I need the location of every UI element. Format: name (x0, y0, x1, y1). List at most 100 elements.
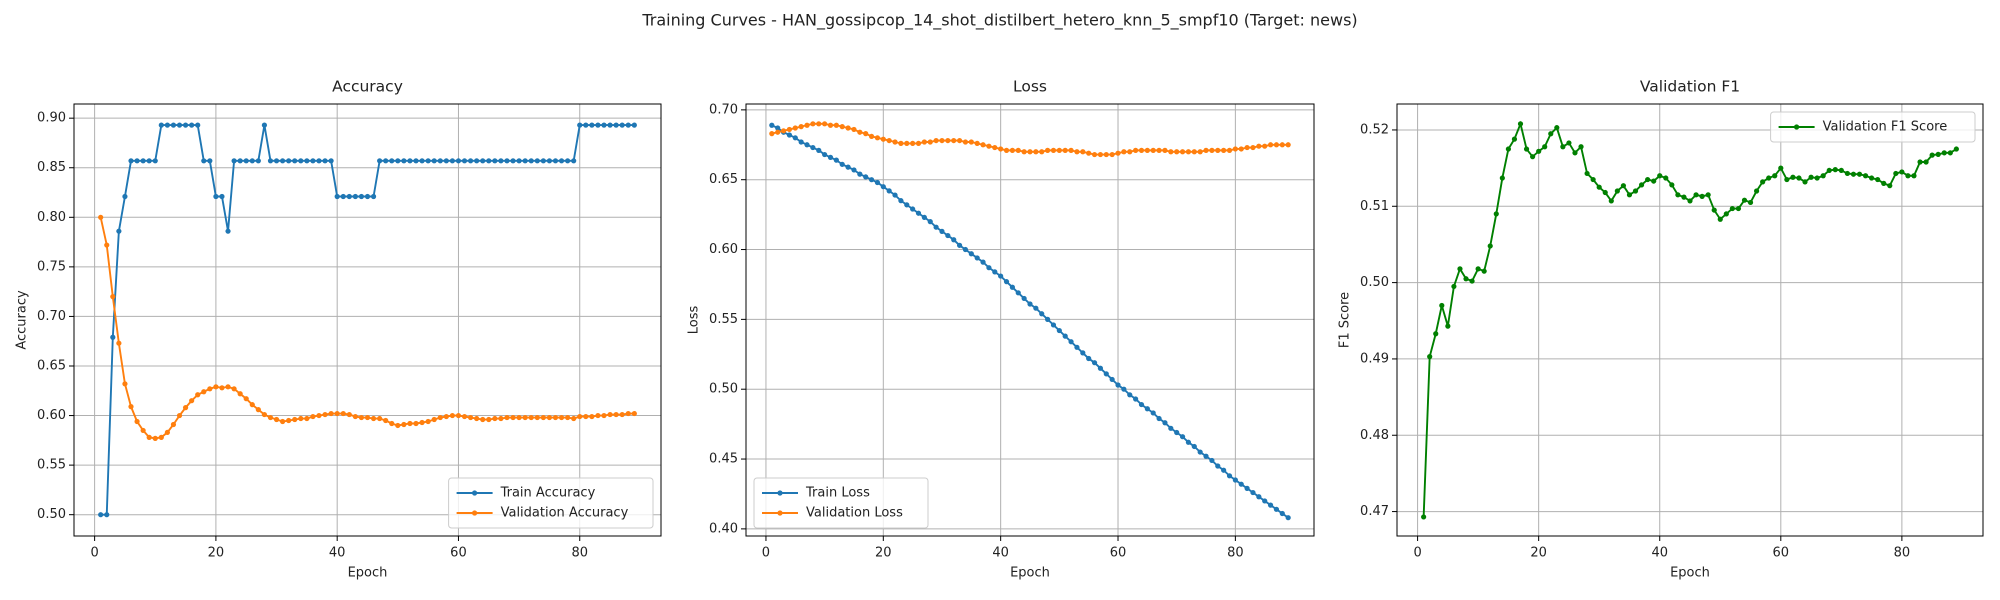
point (1632, 188, 1639, 194)
point (933, 224, 939, 230)
point (956, 242, 963, 248)
point (474, 158, 480, 164)
legend-box (448, 477, 654, 529)
point (1285, 515, 1291, 521)
point (267, 414, 274, 421)
point (1899, 169, 1905, 175)
x-axis-label: Epoch (348, 566, 388, 581)
point (1273, 506, 1280, 512)
point (170, 122, 177, 128)
point (231, 386, 237, 392)
point (431, 158, 437, 164)
point (110, 294, 116, 300)
point (346, 193, 352, 200)
point (152, 158, 158, 164)
point (1923, 159, 1929, 165)
point (273, 416, 280, 423)
point (1121, 386, 1127, 392)
point (1887, 183, 1893, 189)
figure-title: Training Curves - HAN_gossipcop_14_shot_… (641, 11, 1357, 31)
point (1138, 147, 1145, 153)
point (1542, 144, 1548, 150)
point (775, 125, 781, 131)
point (461, 413, 468, 420)
point (1232, 477, 1238, 483)
point (839, 124, 845, 130)
point (213, 384, 219, 390)
point (892, 192, 898, 198)
point (1772, 173, 1778, 179)
point (1256, 494, 1262, 500)
y-tick-label: 0.50 (37, 507, 66, 522)
point (1729, 205, 1735, 212)
point (1273, 142, 1280, 148)
x-tick-label: 40 (329, 546, 346, 561)
point (552, 158, 559, 164)
point (1802, 179, 1808, 185)
point (1596, 184, 1602, 190)
legend-marker (472, 490, 478, 496)
point (249, 402, 255, 408)
point (816, 147, 822, 153)
point (1033, 305, 1039, 311)
point (304, 158, 310, 164)
y-tick-label: 0.40 (709, 521, 738, 536)
point (1935, 151, 1941, 157)
point (583, 122, 589, 128)
point (407, 420, 413, 427)
point (1203, 453, 1209, 459)
point (1150, 147, 1156, 153)
y-tick-label: 0.65 (709, 172, 738, 187)
point (437, 414, 443, 421)
point (804, 122, 810, 128)
point (1191, 443, 1197, 450)
point (1080, 350, 1086, 356)
point (1875, 176, 1881, 183)
point (1097, 151, 1104, 158)
point (880, 184, 886, 190)
point (1735, 205, 1742, 212)
point (1027, 301, 1033, 307)
point (1203, 147, 1209, 153)
point (104, 242, 110, 248)
point (492, 158, 498, 164)
point (769, 122, 775, 128)
panel-title: Loss (1013, 78, 1047, 96)
point (280, 158, 286, 164)
point (286, 417, 292, 424)
point (625, 410, 631, 417)
point (370, 415, 377, 422)
point (182, 405, 189, 411)
x-tick-label: 20 (875, 546, 892, 561)
point (104, 512, 110, 518)
point (1693, 192, 1699, 198)
point (1917, 159, 1923, 165)
point (255, 407, 261, 413)
point (1747, 199, 1754, 206)
y-tick-label: 0.60 (37, 408, 66, 423)
axes-frame (745, 103, 1315, 537)
point (219, 385, 225, 391)
legend-marker (777, 510, 783, 516)
point (1523, 146, 1530, 152)
point (1554, 125, 1560, 131)
point (1238, 481, 1244, 487)
point (425, 158, 431, 164)
point (528, 414, 534, 421)
point (601, 412, 607, 419)
point (1832, 167, 1838, 173)
x-tick-label: 0 (1413, 546, 1421, 561)
point (449, 158, 455, 164)
y-tick-label: 0.47 (1360, 504, 1389, 519)
point (798, 124, 804, 130)
point (1115, 382, 1121, 388)
point (243, 396, 249, 402)
point (1953, 146, 1959, 152)
point (1947, 150, 1953, 156)
point (322, 411, 328, 418)
point (1869, 175, 1875, 181)
point (956, 137, 963, 144)
point (534, 414, 540, 421)
point (962, 246, 969, 253)
point (1244, 485, 1250, 491)
